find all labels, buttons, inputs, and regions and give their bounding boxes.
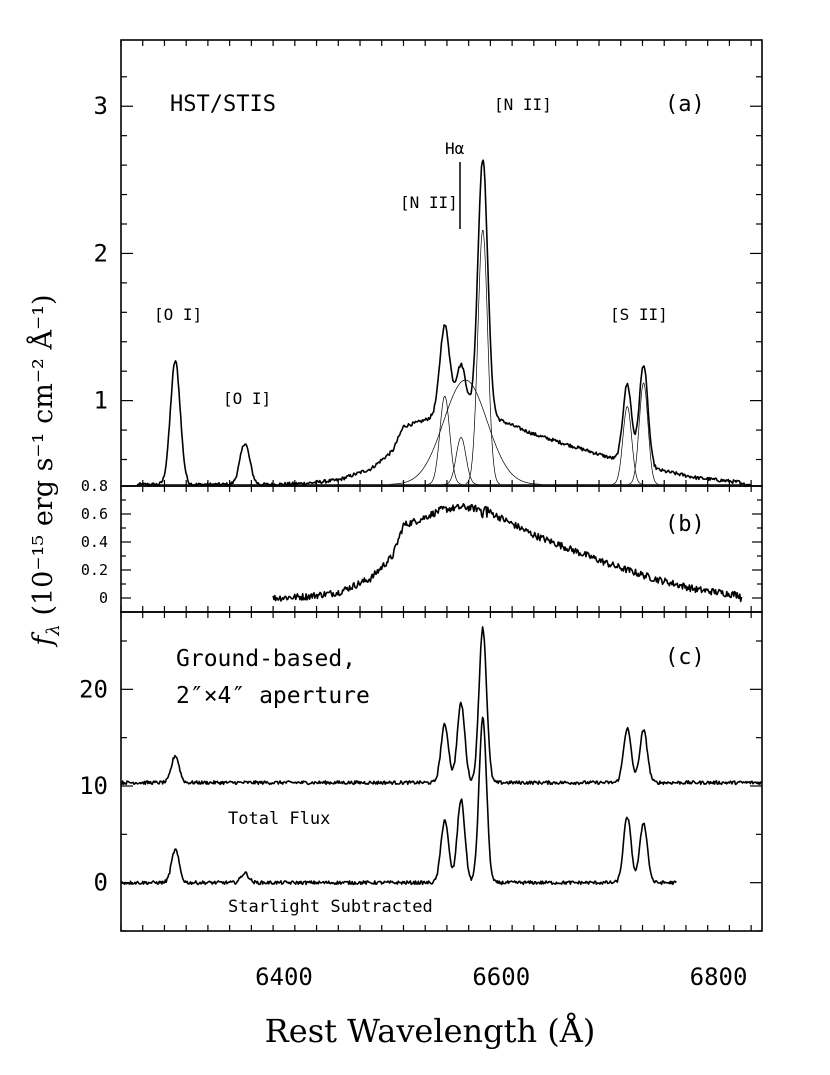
panel-a-label: (a) [665, 92, 705, 117]
panel-c-title-line2: 2″×4″ aperture [176, 683, 370, 709]
annotation-sii: [S II] [610, 305, 668, 324]
panel-a-title: HST/STIS [170, 92, 276, 117]
y-tick-label: 0.2 [81, 561, 108, 579]
panel-b: (b) [272, 503, 743, 603]
annotation-halpha: Hα [445, 139, 465, 158]
axis-tick-labels: 6400 6600 6800 1 2 3 0 0.2 0.4 0.6 0.8 0 10 20 [79, 92, 747, 991]
panel-c-label: (c) [665, 645, 705, 670]
y-tick-label: 0 [94, 869, 108, 897]
panel-a-gaussian-components [137, 229, 752, 485]
panel-b-residual-line [272, 503, 743, 603]
y-tick-label: 0.6 [81, 505, 108, 523]
y-tick-label: 20 [79, 675, 108, 703]
series-label-starlight-subtracted: Starlight Subtracted [228, 897, 433, 917]
y-tick-label: 2 [94, 239, 108, 267]
gaussian-component-2 [443, 437, 479, 485]
x-tick-label: 6800 [690, 963, 748, 991]
y-tick-label: 0.8 [81, 477, 108, 495]
panel-c-frame [120, 611, 763, 932]
x-axis-label: Rest Wavelength (Å) [265, 1012, 596, 1050]
series-label-total-flux: Total Flux [228, 809, 330, 829]
axis-ticks [120, 40, 762, 932]
x-tick-label: 6600 [472, 963, 530, 991]
x-tick-label: 6400 [255, 963, 313, 991]
gaussian-component-3 [465, 229, 501, 485]
y-axis-subscript: λ [43, 624, 64, 636]
y-axis-label: fλ (10⁻¹⁵ erg s⁻¹ cm⁻² Å⁻¹) [26, 294, 64, 647]
gaussian-component-5 [612, 405, 643, 485]
annotation-oi-left: [O I] [154, 305, 202, 324]
panel-c-title-line1: Ground-based, [176, 646, 356, 672]
gaussian-component-4 [389, 379, 542, 485]
y-tick-label: 1 [94, 387, 108, 415]
y-tick-label: 10 [79, 772, 108, 800]
panel-b-label: (b) [665, 512, 705, 537]
panel-a-spectrum-line [136, 159, 752, 488]
panel-c: Ground-based, 2″×4″ aperture (c) Total F… [120, 626, 762, 917]
annotation-oi-right: [O I] [223, 389, 271, 408]
panel-c-total-flux-line [120, 626, 762, 786]
y-tick-label: 3 [94, 92, 108, 120]
y-tick-label: 0 [99, 589, 108, 607]
y-axis-symbol: f [28, 632, 59, 648]
y-tick-label: 0.4 [81, 533, 108, 551]
gaussian-component-6 [628, 382, 659, 485]
panel-c-starlight-subtracted-line [120, 716, 677, 886]
y-axis-units: (10⁻¹⁵ erg s⁻¹ cm⁻² Å⁻¹) [26, 294, 59, 624]
panel-a: HST/STIS (a) [O I] [O I] [N II] Hα [N II… [136, 92, 752, 488]
gaussian-component-1 [427, 395, 462, 485]
annotation-nii-right: [N II] [494, 95, 552, 114]
panel-b-frame [120, 485, 763, 613]
annotation-nii-left: [N II] [400, 193, 458, 212]
